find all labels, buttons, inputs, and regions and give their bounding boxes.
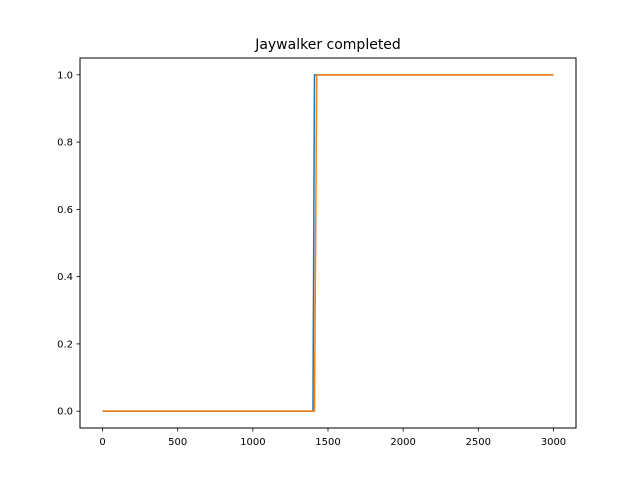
series-layer <box>102 74 554 412</box>
x-tick-label: 500 <box>168 437 187 448</box>
x-tick-label: 3000 <box>541 437 566 448</box>
x-tick-label: 0 <box>99 437 105 448</box>
x-tick-label: 1000 <box>240 437 265 448</box>
x-tick-label: 1500 <box>315 437 340 448</box>
y-tick-label: 0.0 <box>57 407 73 418</box>
x-tick-label: 2500 <box>466 437 491 448</box>
x-axis: 0 500 1000 1500 2000 2500 3000 <box>99 428 566 448</box>
y-tick-label: 1.0 <box>57 70 73 81</box>
plot-area-frame <box>79 57 577 429</box>
series-line-2 <box>102 74 554 412</box>
y-tick-label: 0.2 <box>57 339 73 350</box>
chart-title: Jaywalker completed <box>254 37 401 53</box>
y-axis: 0.0 0.2 0.4 0.6 0.8 1.0 <box>57 70 80 418</box>
y-tick-label: 0.8 <box>57 138 73 149</box>
y-tick-label: 0.6 <box>57 205 73 216</box>
y-tick-label: 0.4 <box>57 272 73 283</box>
x-tick-label: 2000 <box>390 437 415 448</box>
